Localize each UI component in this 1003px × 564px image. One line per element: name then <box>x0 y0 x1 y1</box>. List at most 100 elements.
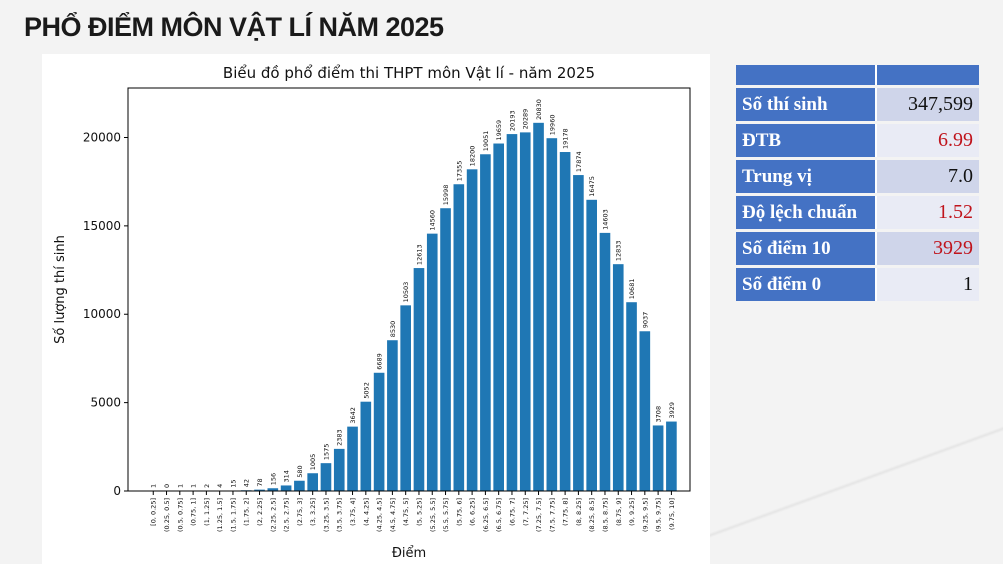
x-tick-label: (9, 9.25] <box>628 498 636 526</box>
x-tick-label: (3.25, 3.5] <box>322 498 330 532</box>
x-tick-label: (3.5, 3.75] <box>336 498 344 532</box>
stats-row-mean: ĐTB 6.99 <box>736 124 979 157</box>
bar-value-label: 580 <box>296 465 304 477</box>
bar-value-label: 1575 <box>322 444 330 461</box>
x-tick-label: (8.5, 8.75] <box>601 498 609 532</box>
x-tick-label: (9.25, 9.5] <box>641 498 649 532</box>
x-tick-label: (2.5, 2.75] <box>283 498 291 532</box>
y-tick-label: 0 <box>113 484 121 498</box>
stats-header-row <box>736 65 979 85</box>
y-tick-label: 10000 <box>83 307 121 321</box>
bar-value-label: 0 <box>163 484 171 488</box>
bar <box>360 401 372 491</box>
bar <box>652 425 664 491</box>
x-tick-label: (9.5, 9.75] <box>655 498 663 532</box>
bar <box>387 340 398 491</box>
bar-value-label: 19178 <box>562 128 570 149</box>
bar <box>493 143 504 491</box>
x-tick-label: (7.75, 8] <box>562 498 570 526</box>
x-tick-label: (1.75, 2] <box>243 498 251 526</box>
bar-value-label: 5052 <box>362 382 370 399</box>
bar <box>586 199 597 491</box>
x-tick-label: (5.75, 6] <box>455 498 463 526</box>
x-tick-label: (8.75, 9] <box>615 498 623 526</box>
bar <box>440 208 451 491</box>
stats-row-stddev: Độ lệch chuẩn 1.52 <box>736 196 979 229</box>
bar <box>626 302 637 491</box>
bar <box>506 134 518 491</box>
bar-value-label: 19960 <box>548 115 556 136</box>
x-tick-label: (5, 5.25] <box>415 498 423 526</box>
x-tick-label: (5.5, 5.75] <box>442 498 450 532</box>
x-tick-label: (8.25, 8.5] <box>588 498 596 532</box>
x-tick-label: (8, 8.25] <box>575 498 583 526</box>
bar-value-label: 18200 <box>469 146 477 167</box>
x-tick-label: (6, 6.25] <box>469 498 477 526</box>
bar-value-label: 16475 <box>588 176 596 197</box>
bar <box>466 169 478 491</box>
plot-frame <box>127 87 691 492</box>
x-tick-label: (4.25, 4.5] <box>376 498 384 532</box>
bar-value-label: 19659 <box>495 120 503 141</box>
bar-value-label: 1 <box>150 484 158 488</box>
bar-value-label: 3708 <box>655 406 663 423</box>
x-tick-label: (5.25, 5.5] <box>429 498 437 532</box>
x-tick-label: (4.5, 4.75] <box>389 498 397 532</box>
bar-value-label: 17874 <box>575 151 583 172</box>
x-tick-label: (7.5, 7.75] <box>548 498 556 532</box>
bar-value-label: 15 <box>229 479 237 487</box>
bar-value-label: 2383 <box>336 429 344 446</box>
bar <box>573 175 584 491</box>
stats-table: Số thí sinh 347,599 ĐTB 6.99 Trung vị 7.0 Đ… <box>736 62 979 304</box>
x-tick-label: [0, 0.25] <box>150 498 158 526</box>
x-tick-label: (7.25, 7.5] <box>535 498 543 532</box>
bar <box>347 426 358 491</box>
x-tick-label: (4.75, 5] <box>402 498 410 526</box>
bar-value-label: 20289 <box>522 109 530 130</box>
x-tick-label: (6.75, 7] <box>508 498 516 526</box>
x-tick-label: (4, 4.25] <box>362 498 370 526</box>
decorative-grid <box>710 400 1003 564</box>
bar <box>307 473 318 491</box>
bar <box>254 489 265 491</box>
bar-value-label: 3642 <box>349 407 357 424</box>
y-tick-label: 15000 <box>83 219 121 233</box>
bar-value-label: 4 <box>216 484 224 488</box>
bar <box>546 138 558 491</box>
x-tick-label: (6.25, 6.5] <box>482 498 490 532</box>
y-tick-label: 20000 <box>83 130 121 144</box>
bar-value-label: 1 <box>176 484 184 488</box>
x-tick-label: (7, 7.25] <box>522 498 530 526</box>
chart-panel: Biểu đồ phổ điểm thi THPT môn Vật lí - n… <box>42 54 710 564</box>
page-title: PHỔ ĐIỂM MÔN VẬT LÍ NĂM 2025 <box>24 12 444 42</box>
bar-value-label: 10681 <box>628 279 636 300</box>
bar <box>453 184 465 491</box>
bar-value-label: 14560 <box>429 210 437 231</box>
bar-value-label: 2 <box>203 484 211 488</box>
bar-value-label: 8530 <box>389 321 397 338</box>
bar <box>612 264 624 491</box>
bar-value-label: 14603 <box>601 209 609 230</box>
bar <box>333 448 345 491</box>
y-tick-label: 5000 <box>90 396 121 410</box>
bar-value-label: 17355 <box>455 161 463 182</box>
bar-value-label: 1 <box>190 484 198 488</box>
bar <box>599 232 611 492</box>
x-tick-label: (1, 1.25] <box>203 498 211 526</box>
x-tick-label: (9.75, 10] <box>668 498 676 530</box>
bar-value-label: 12613 <box>415 244 423 265</box>
stats-row-candidates: Số thí sinh 347,599 <box>736 88 979 121</box>
stats-row-score-10: Số điểm 10 3929 <box>736 232 979 265</box>
bar <box>426 233 438 491</box>
bar <box>666 421 677 491</box>
x-tick-label: (2.75, 3] <box>296 498 304 526</box>
chart-title: Biểu đồ phổ điểm thi THPT môn Vật lí - n… <box>223 64 595 82</box>
x-tick-label: (6.5, 6.75] <box>495 498 503 532</box>
stats-row-median: Trung vị 7.0 <box>736 160 979 193</box>
bar-value-label: 10503 <box>402 282 410 303</box>
bar <box>280 485 292 491</box>
x-tick-label: (2.25, 2.5] <box>269 498 277 532</box>
bar-value-label: 6689 <box>376 353 384 370</box>
bar <box>267 488 279 491</box>
